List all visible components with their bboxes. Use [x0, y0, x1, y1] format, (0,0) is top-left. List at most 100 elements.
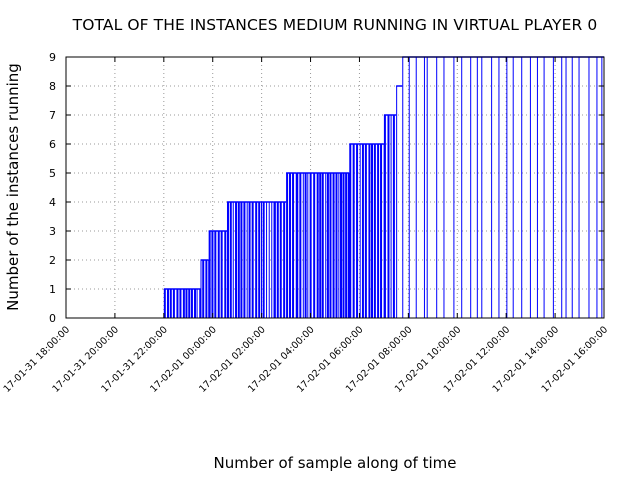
bar [481, 57, 483, 318]
bar [271, 202, 273, 318]
bar [246, 202, 248, 318]
bar [217, 231, 220, 318]
bar [299, 173, 302, 318]
bar [321, 173, 324, 318]
bar [461, 57, 463, 318]
chart-title: TOTAL OF THE INSTANCES MEDIUM RUNNING IN… [72, 16, 598, 34]
y-tick-label: 8 [49, 80, 56, 93]
bar [235, 202, 238, 318]
bar [335, 173, 338, 318]
bar [292, 173, 295, 318]
bar [289, 173, 292, 318]
bar [199, 289, 202, 318]
bar [338, 173, 340, 318]
y-tick-label: 0 [49, 312, 56, 325]
bar [552, 57, 554, 318]
bar [368, 144, 371, 318]
bar [319, 173, 322, 318]
bar [313, 173, 316, 318]
bar [205, 260, 208, 318]
bar [266, 202, 268, 318]
bar [470, 57, 472, 318]
bar [423, 57, 425, 318]
bar [326, 173, 329, 318]
bar [392, 115, 395, 318]
bar [601, 57, 603, 318]
bar [402, 57, 404, 318]
y-tick-label: 9 [49, 51, 56, 64]
bar [309, 173, 312, 318]
bar [506, 57, 508, 318]
bar [229, 202, 232, 318]
bar [176, 289, 179, 318]
bar [243, 202, 246, 318]
bar [361, 144, 364, 318]
bar [251, 202, 254, 318]
bar [356, 144, 359, 318]
bar [377, 144, 380, 318]
bar [345, 173, 348, 318]
bar [543, 57, 545, 318]
bar [596, 57, 598, 318]
bar [304, 173, 307, 318]
bar [396, 86, 398, 318]
bar [182, 289, 185, 318]
bar [383, 115, 386, 318]
bar [453, 57, 455, 318]
bar [387, 115, 390, 318]
bar [476, 57, 478, 318]
bar [340, 173, 343, 318]
y-tick-label: 5 [49, 167, 56, 180]
bar [190, 289, 193, 318]
bar [273, 202, 276, 318]
bar [352, 144, 355, 318]
y-tick-label: 1 [49, 283, 56, 296]
bar [226, 202, 229, 318]
bar [185, 289, 188, 318]
bar [436, 57, 438, 318]
bar [443, 57, 445, 318]
bar [240, 202, 243, 318]
bar [214, 231, 217, 318]
bar [179, 289, 182, 318]
bar [202, 260, 205, 318]
bar [329, 173, 332, 318]
bar [325, 173, 327, 318]
bar [200, 260, 202, 318]
bar [208, 231, 211, 318]
bar [371, 144, 374, 318]
bar [255, 202, 258, 318]
bar [276, 202, 279, 318]
y-tick-label: 3 [49, 225, 56, 238]
bar [390, 115, 392, 318]
plot-border [65, 56, 605, 319]
bar [194, 289, 197, 318]
bar [561, 57, 563, 318]
bar [529, 57, 531, 318]
bar [588, 57, 590, 318]
bar [307, 173, 309, 318]
bar [347, 173, 350, 318]
bar [279, 202, 282, 318]
y-tick-label: 2 [49, 254, 56, 267]
bar [364, 144, 367, 318]
bar [260, 202, 262, 318]
bar [408, 57, 410, 318]
bar [224, 231, 227, 318]
bar [172, 289, 175, 318]
bar [220, 231, 223, 318]
bar [491, 57, 493, 318]
bar [373, 144, 376, 318]
bar [166, 289, 169, 318]
bar [268, 202, 270, 318]
bar [237, 202, 240, 318]
y-tick-label: 7 [49, 109, 56, 122]
bar [349, 144, 352, 318]
bar [169, 289, 172, 318]
bar [536, 57, 538, 318]
bar [512, 57, 514, 318]
bar [426, 57, 428, 318]
bar [283, 202, 286, 318]
